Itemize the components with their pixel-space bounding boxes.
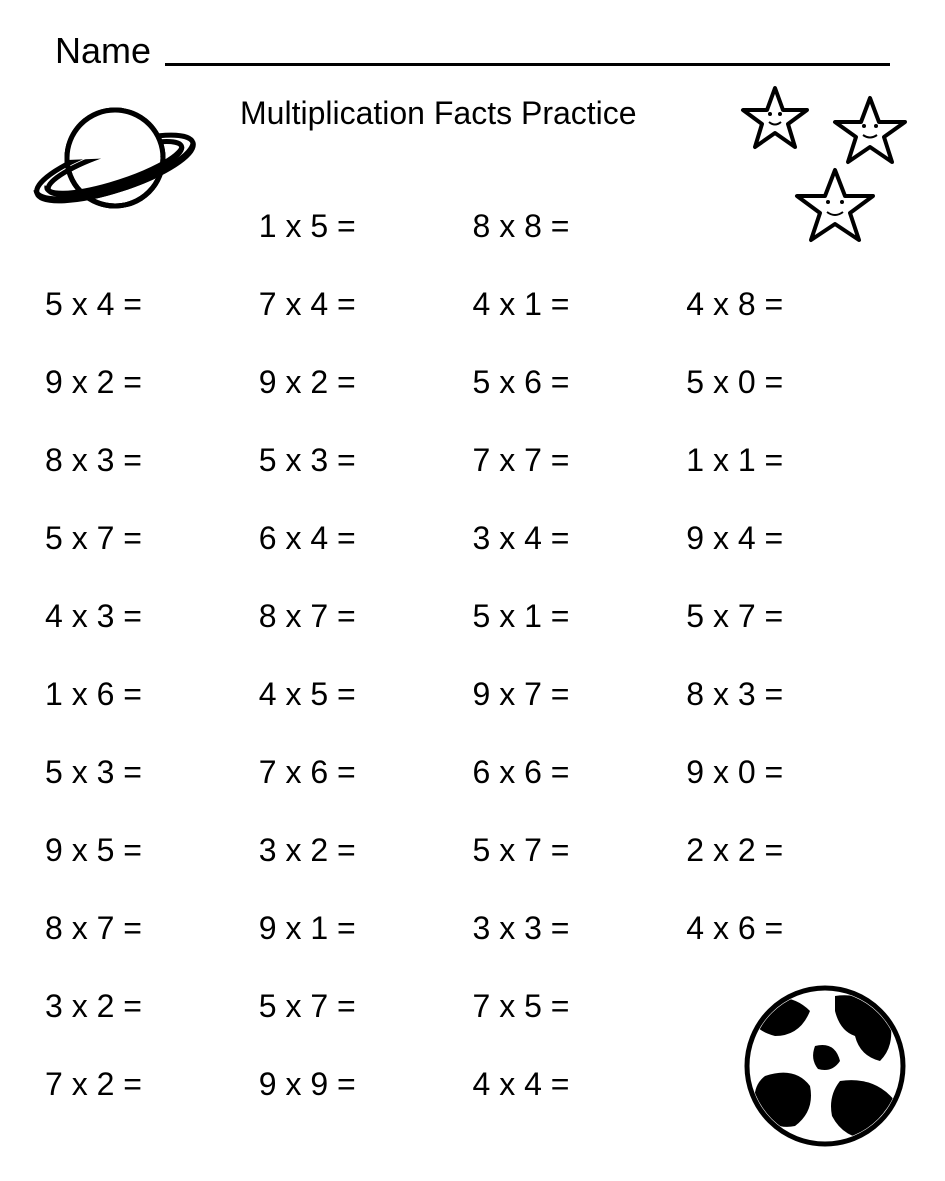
problem: 5 x 4 =: [45, 288, 259, 320]
problem: 4 x 4 =: [473, 1068, 687, 1100]
problem: 9 x 2 =: [259, 366, 473, 398]
problem: 9 x 2 =: [45, 366, 259, 398]
problem: 4 x 3 =: [45, 600, 259, 632]
problem: 7 x 4 =: [259, 288, 473, 320]
problem: 6 x 4 =: [259, 522, 473, 554]
problem: 9 x 0 =: [686, 756, 900, 788]
problem: 9 x 9 =: [259, 1068, 473, 1100]
problem: 8 x 8 =: [473, 210, 687, 242]
problem: 5 x 7 =: [45, 522, 259, 554]
problem: 9 x 5 =: [45, 834, 259, 866]
problem: 7 x 7 =: [473, 444, 687, 476]
problem: 7 x 2 =: [45, 1068, 259, 1100]
column-4: 4 x 8 = 5 x 0 = 1 x 1 = 9 x 4 = 5 x 7 = …: [686, 210, 900, 1146]
problem: 5 x 0 =: [686, 366, 900, 398]
problem: 9 x 7 =: [473, 678, 687, 710]
worksheet-page: Name Multiplication Facts Practice: [0, 0, 945, 1181]
problem: 7 x 6 =: [259, 756, 473, 788]
problems-grid: 5 x 4 = 9 x 2 = 8 x 3 = 5 x 7 = 4 x 3 = …: [45, 210, 900, 1146]
problem: 5 x 7 =: [473, 834, 687, 866]
problem: 3 x 2 =: [259, 834, 473, 866]
problem: 4 x 5 =: [259, 678, 473, 710]
problem: 7 x 5 =: [473, 990, 687, 1022]
problem: 2 x 2 =: [686, 834, 900, 866]
column-3: 8 x 8 = 4 x 1 = 5 x 6 = 7 x 7 = 3 x 4 = …: [473, 210, 687, 1146]
problem: 3 x 3 =: [473, 912, 687, 944]
name-input-line[interactable]: [165, 63, 890, 66]
problem: 8 x 3 =: [686, 678, 900, 710]
problem: 9 x 4 =: [686, 522, 900, 554]
problem: 8 x 7 =: [45, 912, 259, 944]
problem: 9 x 1 =: [259, 912, 473, 944]
problem: 5 x 3 =: [259, 444, 473, 476]
problem: 5 x 7 =: [259, 990, 473, 1022]
problem: 1 x 1 =: [686, 444, 900, 476]
problem: 4 x 6 =: [686, 912, 900, 944]
problem: 1 x 6 =: [45, 678, 259, 710]
problem: 5 x 3 =: [45, 756, 259, 788]
problem: 8 x 7 =: [259, 600, 473, 632]
name-row: Name: [45, 30, 900, 72]
column-1: 5 x 4 = 9 x 2 = 8 x 3 = 5 x 7 = 4 x 3 = …: [45, 210, 259, 1146]
problem: 6 x 6 =: [473, 756, 687, 788]
worksheet-title: Multiplication Facts Practice: [240, 95, 637, 132]
problem: 3 x 2 =: [45, 990, 259, 1022]
problem: 4 x 1 =: [473, 288, 687, 320]
name-label: Name: [55, 30, 151, 72]
problem: 5 x 7 =: [686, 600, 900, 632]
problem: 5 x 1 =: [473, 600, 687, 632]
problem: 3 x 4 =: [473, 522, 687, 554]
problem: 5 x 6 =: [473, 366, 687, 398]
problem: 8 x 3 =: [45, 444, 259, 476]
problem: 4 x 8 =: [686, 288, 900, 320]
column-2: 1 x 5 = 7 x 4 = 9 x 2 = 5 x 3 = 6 x 4 = …: [259, 210, 473, 1146]
problem: 1 x 5 =: [259, 210, 473, 242]
